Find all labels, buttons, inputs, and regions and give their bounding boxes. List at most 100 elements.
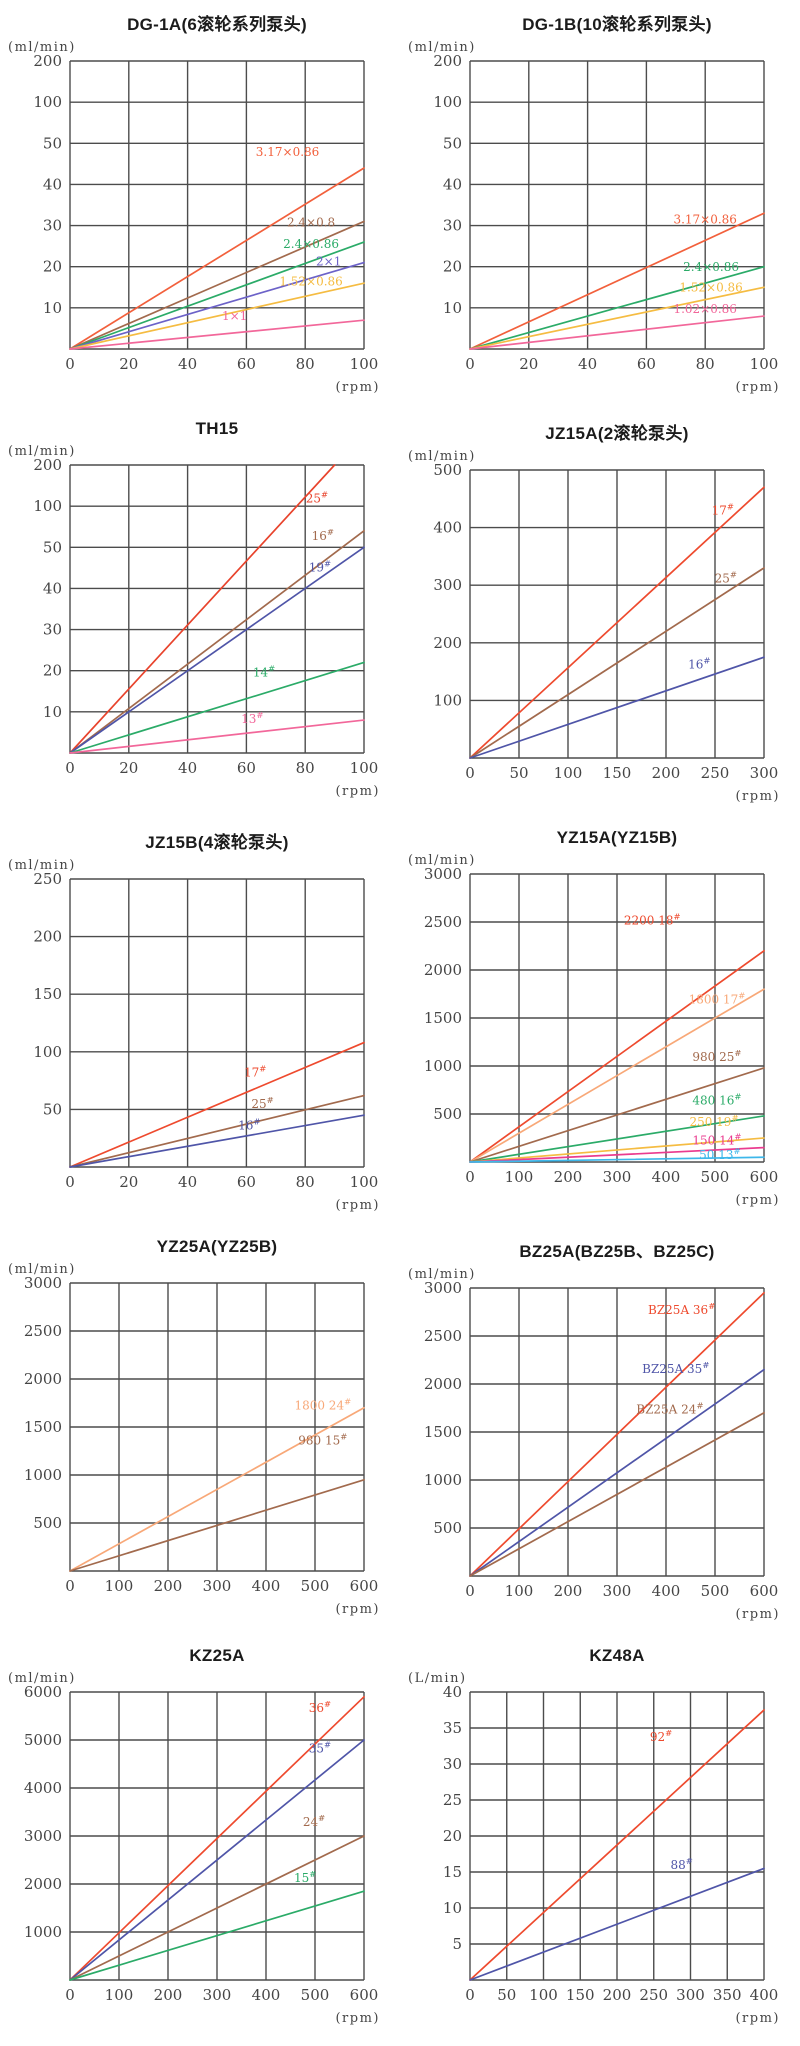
y-axis-unit-label: (ml/min) [8, 40, 76, 55]
series-label: 1800 24# [294, 1398, 351, 1413]
svg-text:200: 200 [652, 764, 681, 782]
svg-text:400: 400 [652, 1168, 681, 1186]
series-label: 92# [650, 1729, 672, 1744]
svg-text:2000: 2000 [424, 961, 462, 979]
series-label: 1×1 [222, 309, 247, 323]
series-label: 2200 18# [624, 912, 681, 927]
svg-text:500: 500 [433, 1519, 462, 1537]
svg-text:100: 100 [350, 759, 379, 777]
y-axis-tick-labels: 200 100 50 40 30 20 10 [33, 52, 62, 317]
svg-text:600: 600 [750, 1168, 779, 1186]
x-axis-tick-labels: 0 20 40 60 80 100 [465, 355, 778, 373]
chart-title: TH15 [195, 419, 239, 438]
series-line [69, 1094, 365, 1168]
series-line [69, 1406, 365, 1572]
series-line [469, 949, 765, 1163]
chart-kz48a: KZ48A 40 35 30 25 20 15 10 5 0 50 100 150 200 250 300 35… [400, 1636, 800, 2045]
series-label: 1.52×0.86 [279, 275, 343, 289]
svg-text:30: 30 [443, 217, 462, 235]
svg-text:60: 60 [237, 1173, 256, 1191]
svg-text:300: 300 [433, 576, 462, 594]
svg-text:0: 0 [465, 355, 475, 373]
chart-title: YZ25A(YZ25B) [156, 1237, 278, 1256]
svg-text:1000: 1000 [424, 1471, 462, 1489]
svg-text:0: 0 [65, 1173, 75, 1191]
series-label: 480 16# [692, 1092, 741, 1107]
chart-plot-yz15a: 3000 2500 2000 1500 1000 500 0 100 200 300 400 500 6… [408, 853, 779, 1208]
svg-text:50: 50 [443, 134, 462, 152]
svg-text:40: 40 [443, 175, 462, 193]
svg-text:50: 50 [497, 1986, 516, 2004]
svg-text:1500: 1500 [424, 1423, 462, 1441]
svg-text:10: 10 [43, 703, 62, 721]
y-axis-tick-labels: 3000 2500 2000 1500 1000 500 [24, 1274, 62, 1532]
svg-text:40: 40 [443, 1683, 462, 1701]
series-label: 88# [670, 1857, 692, 1872]
svg-text:500: 500 [33, 1514, 62, 1532]
svg-text:500: 500 [433, 461, 462, 479]
svg-text:300: 300 [603, 1582, 632, 1600]
series-line [469, 1146, 765, 1163]
svg-text:100: 100 [33, 1043, 62, 1061]
series-line [469, 1709, 765, 1981]
svg-text:200: 200 [33, 928, 62, 946]
svg-text:0: 0 [65, 759, 75, 777]
chart-plot-jz15a: 500 400 300 200 100 0 50 100 150 200 250 300 (ml/min… [408, 449, 780, 804]
svg-text:5000: 5000 [24, 1731, 62, 1749]
chart-plot-bz25a: 3000 2500 2000 1500 1000 500 0 100 200 300 400 500 6… [408, 1267, 779, 1622]
svg-text:300: 300 [676, 1986, 705, 2004]
series-label: 2.4×0.86 [283, 237, 339, 251]
svg-text:50: 50 [43, 538, 62, 556]
y-axis-unit-label: (ml/min) [408, 40, 476, 55]
svg-text:80: 80 [696, 355, 715, 373]
series-line [469, 656, 765, 759]
chart-bz25a: BZ25A(BZ25B、BZ25C) 3000 2500 2000 1500 1000 50… [400, 1227, 800, 1636]
svg-text:200: 200 [603, 1986, 632, 2004]
svg-text:250: 250 [701, 764, 730, 782]
svg-text:250: 250 [33, 870, 62, 888]
svg-text:100: 100 [529, 1986, 558, 2004]
svg-text:500: 500 [701, 1582, 730, 1600]
svg-text:100: 100 [33, 497, 62, 515]
chart-title: YZ15A(YZ15B) [556, 828, 678, 847]
series-line [469, 1115, 765, 1163]
svg-text:60: 60 [237, 355, 256, 373]
chart-yz15a: YZ15A(YZ15B) 3000 2500 2000 1500 1000 500 0 100 2… [400, 818, 800, 1227]
svg-text:40: 40 [578, 355, 597, 373]
svg-text:3000: 3000 [424, 1279, 462, 1297]
svg-text:3000: 3000 [424, 865, 462, 883]
chart-dg1b: DG-1B(10滚轮系列泵头) 200 100 50 40 30 20 10 0 20 40 60 80… [400, 0, 800, 409]
svg-text:100: 100 [433, 93, 462, 111]
svg-text:400: 400 [252, 1986, 281, 2004]
y-axis-tick-labels: 6000 5000 4000 3000 2000 1000 [24, 1683, 62, 1941]
x-axis-unit-label: (rpm) [735, 789, 780, 804]
chart-title: KZ25A [189, 1646, 245, 1665]
series-line [469, 988, 765, 1163]
series-label: 1.02×0.86 [673, 302, 737, 316]
series-line [69, 661, 365, 754]
svg-text:2500: 2500 [24, 1322, 62, 1340]
x-axis-unit-label: (rpm) [335, 380, 380, 395]
svg-text:0: 0 [65, 1577, 75, 1595]
svg-text:100: 100 [105, 1986, 134, 2004]
svg-text:3000: 3000 [24, 1274, 62, 1292]
series-line [69, 546, 365, 754]
series-label: 14# [253, 665, 275, 680]
chart-jz15b: JZ15B(4滚轮泵头) 250 200 150 100 50 0 20 40 60 80 100 (m… [0, 818, 400, 1227]
y-axis-tick-labels: 200 100 50 40 30 20 10 [433, 52, 462, 317]
x-axis-tick-labels: 0 20 40 60 80 100 [65, 759, 378, 777]
x-axis-tick-labels: 0 20 40 60 80 100 [65, 1173, 378, 1191]
x-axis-tick-labels: 0 50 100 150 200 250 300 350 400 [465, 1986, 778, 2004]
series-line [69, 1890, 365, 1981]
svg-text:25: 25 [443, 1791, 462, 1809]
svg-text:80: 80 [296, 759, 315, 777]
series-line [469, 1368, 765, 1577]
chart-kz25a: KZ25A 6000 5000 4000 3000 2000 1000 0 100 200 300 4… [0, 1636, 400, 2045]
svg-text:40: 40 [43, 175, 62, 193]
series-line [69, 1478, 365, 1572]
y-axis-tick-labels: 40 35 30 25 20 15 10 5 [443, 1683, 462, 1953]
y-axis-tick-labels: 500 400 300 200 100 [433, 461, 462, 709]
series-label: 17# [712, 503, 734, 518]
series-label: 980 25# [692, 1049, 741, 1064]
